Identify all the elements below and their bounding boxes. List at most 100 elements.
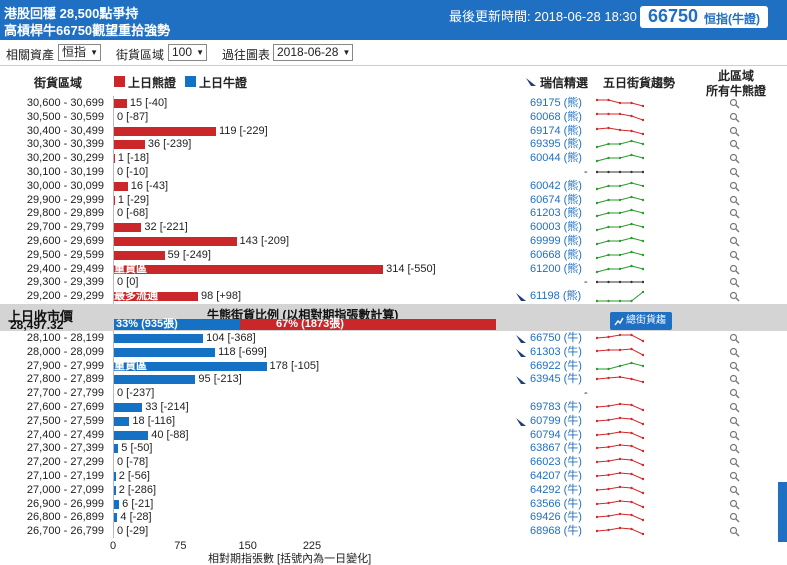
- magnifier-icon[interactable]: [729, 402, 740, 413]
- bear-bar[interactable]: [114, 195, 115, 205]
- cert-link[interactable]: 66750 (牛): [530, 332, 582, 344]
- magnifier-icon[interactable]: [729, 374, 740, 385]
- range-label: 27,400 - 27,499: [26, 428, 104, 441]
- magnifier-icon[interactable]: [729, 181, 740, 192]
- cert-link[interactable]: 60003 (熊): [530, 221, 582, 234]
- cert-link[interactable]: 69175 (熊): [530, 97, 582, 109]
- asset-select[interactable]: 恒指: [58, 44, 102, 61]
- bull-bar[interactable]: [114, 444, 119, 454]
- bear-bar[interactable]: [114, 292, 198, 302]
- magnifier-icon[interactable]: [729, 443, 740, 454]
- cert-link[interactable]: 64292 (牛): [530, 483, 582, 496]
- col-area-2: 所有牛熊證: [706, 84, 767, 98]
- magnifier-icon[interactable]: [729, 139, 740, 150]
- magnifier-icon[interactable]: [729, 264, 740, 275]
- bear-bar[interactable]: [114, 250, 165, 260]
- cert-link[interactable]: 69783 (牛): [530, 401, 582, 413]
- cert-link[interactable]: 60042 (熊): [530, 179, 582, 192]
- cert-link[interactable]: 60068 (熊): [530, 110, 582, 123]
- magnifier-icon[interactable]: [729, 471, 740, 482]
- bear-bar[interactable]: [114, 264, 384, 274]
- total-trend-button[interactable]: 總街貨趨勢: [610, 312, 672, 344]
- trend-sparkline: [596, 485, 644, 494]
- cert-link[interactable]: 69426 (牛): [530, 511, 582, 524]
- cert-link[interactable]: 61303 (牛): [530, 345, 582, 358]
- bear-bar[interactable]: [114, 223, 142, 233]
- magnifier-icon[interactable]: [729, 347, 740, 358]
- bull-bar[interactable]: [114, 347, 216, 357]
- magnifier-icon[interactable]: [729, 388, 740, 399]
- trend-point: [596, 170, 599, 174]
- bear-bar[interactable]: [114, 126, 216, 136]
- magnifier-icon[interactable]: [729, 526, 740, 537]
- magnifier-icon[interactable]: [729, 277, 740, 288]
- top-tab-stub: [746, 35, 770, 39]
- side-tab[interactable]: [778, 482, 787, 542]
- cert-link[interactable]: 69999 (熊): [530, 235, 582, 247]
- cert-link[interactable]: 61200 (熊): [530, 262, 582, 275]
- bear-bar[interactable]: [114, 237, 237, 246]
- magnifier-icon[interactable]: [729, 250, 740, 261]
- magnifier-icon[interactable]: [729, 195, 740, 206]
- magnifier-icon[interactable]: [729, 485, 740, 496]
- magnifier-icon[interactable]: [729, 512, 740, 523]
- cert-link[interactable]: 63945 (牛): [530, 373, 582, 386]
- cert-link[interactable]: 68968 (牛): [530, 525, 582, 538]
- magnifier-icon[interactable]: [729, 457, 740, 468]
- chart-date-select[interactable]: 2018-06-28: [273, 44, 354, 61]
- cert-link[interactable]: 66922 (牛): [530, 359, 582, 372]
- magnifier-icon[interactable]: [729, 112, 740, 123]
- bull-bar[interactable]: [114, 513, 118, 523]
- cert-link[interactable]: 60799 (牛): [530, 414, 582, 427]
- cert-link[interactable]: 69395 (熊): [530, 138, 582, 151]
- bull-bar[interactable]: [114, 361, 267, 371]
- cert-link[interactable]: 61198 (熊): [530, 290, 582, 303]
- magnifier-icon[interactable]: [729, 499, 740, 510]
- bull-bar[interactable]: [114, 499, 120, 509]
- magnifier-icon[interactable]: [729, 291, 740, 302]
- cert-link[interactable]: 63566 (牛): [530, 497, 582, 510]
- bear-ratio-bar: 67% (1873張): [240, 319, 496, 330]
- magnifier-icon[interactable]: [729, 208, 740, 219]
- headline-1[interactable]: 港股回穩 28,500點爭持: [4, 6, 139, 21]
- bull-bar[interactable]: [114, 375, 196, 385]
- bull-bar[interactable]: [114, 430, 149, 440]
- cert-link[interactable]: 64207 (牛): [530, 470, 582, 482]
- trend-sparkline: [596, 376, 644, 384]
- range-select[interactable]: 100: [168, 44, 208, 61]
- bull-bar[interactable]: [114, 334, 204, 343]
- range-label: 27,000 - 27,099: [26, 483, 104, 496]
- magnifier-icon[interactable]: [729, 98, 740, 109]
- cert-link[interactable]: 60668 (熊): [530, 248, 582, 261]
- magnifier-icon[interactable]: [729, 167, 740, 178]
- headline-2[interactable]: 高槓桿牛66750觀望重拾強勢: [4, 23, 171, 38]
- cert-link[interactable]: 60044 (熊): [530, 152, 582, 165]
- trend-point: [630, 140, 633, 143]
- bull-bar[interactable]: [114, 472, 116, 481]
- featured-code-box[interactable]: 66750 恒指(牛證): [640, 6, 768, 28]
- magnifier-icon[interactable]: [729, 333, 740, 344]
- bear-bar[interactable]: [114, 181, 128, 191]
- bear-bar[interactable]: [114, 99, 127, 108]
- cert-link[interactable]: 63867 (牛): [530, 442, 582, 455]
- magnifier-icon[interactable]: [729, 430, 740, 441]
- bull-bar[interactable]: [114, 416, 130, 426]
- bull-bar[interactable]: [114, 485, 116, 495]
- cert-link[interactable]: 66023 (牛): [530, 456, 582, 469]
- cert-link[interactable]: 61203 (熊): [530, 207, 582, 220]
- bull-bar[interactable]: [114, 403, 143, 412]
- range-label: 30,000 - 30,099: [26, 179, 104, 192]
- bear-bar[interactable]: [114, 154, 115, 164]
- magnifier-icon[interactable]: [729, 153, 740, 164]
- cert-link[interactable]: 60674 (熊): [530, 193, 582, 206]
- magnifier-icon[interactable]: [729, 222, 740, 233]
- cert-link[interactable]: 60794 (牛): [530, 428, 582, 441]
- magnifier-icon[interactable]: [729, 236, 740, 247]
- bear-legend-swatch: [114, 76, 125, 87]
- cert-link[interactable]: 69174 (熊): [530, 124, 582, 137]
- bear-bar[interactable]: [114, 140, 145, 150]
- magnifier-icon[interactable]: [729, 361, 740, 372]
- magnifier-icon[interactable]: [729, 126, 740, 137]
- magnifier-icon[interactable]: [729, 416, 740, 427]
- table-row: 30,600 - 30,699 15 [-40] 69175 (熊): [0, 97, 787, 111]
